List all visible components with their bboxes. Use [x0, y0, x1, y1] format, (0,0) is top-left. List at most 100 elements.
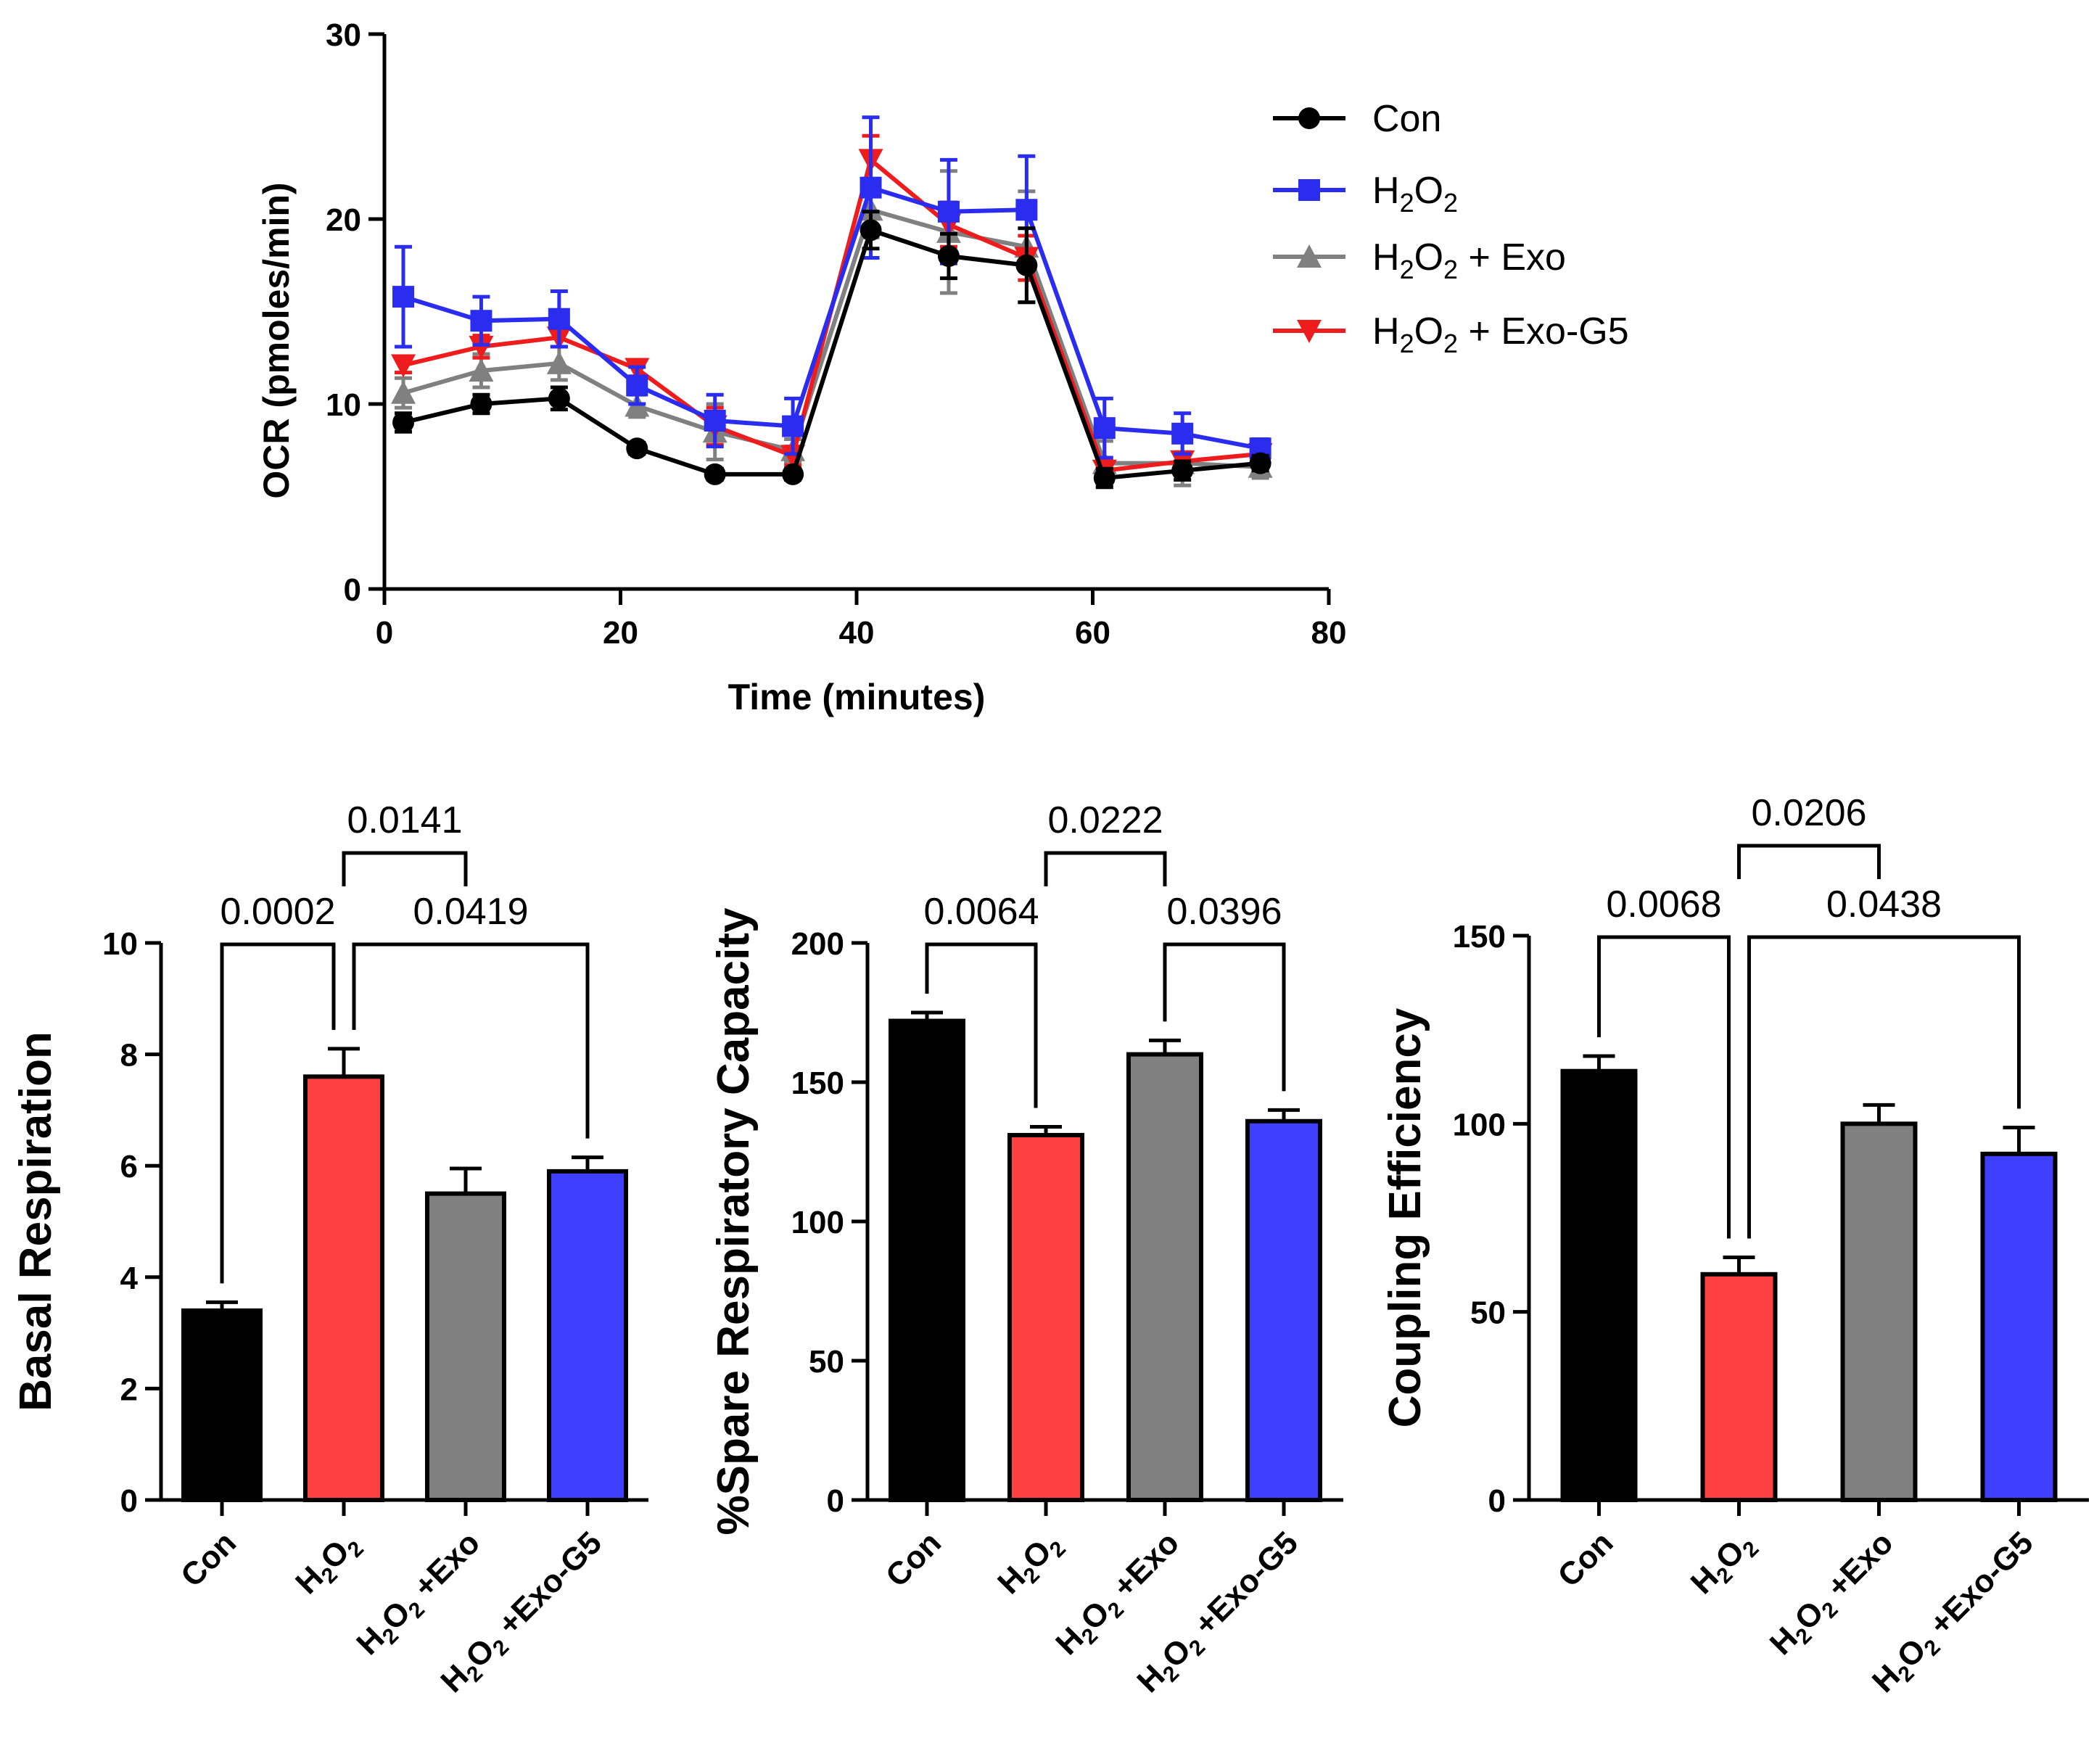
x-tick-label: H2O2: [991, 1525, 1071, 1604]
label-part: Con: [1372, 98, 1441, 140]
bar-h2o2-exo: [1126, 1052, 1203, 1502]
data-point: [626, 437, 648, 460]
y-axis-title: Basal Respiration: [11, 1031, 61, 1411]
y-tick-label: 150: [1453, 919, 1506, 955]
x-axis-title: Time (minutes): [728, 677, 986, 717]
p-value-label: 0.0141: [347, 799, 462, 841]
significance-bracket: [342, 851, 468, 886]
bar-h2o2: [1007, 1132, 1084, 1502]
label-part: +Exo-G5: [485, 1525, 609, 1648]
x-tick-label: 0: [376, 615, 393, 651]
label-part: Con: [879, 1525, 948, 1594]
series-line: [403, 207, 1261, 469]
p-value-label: 0.0002: [220, 891, 335, 933]
y-axis-title: OCR (pmoles/min): [256, 182, 297, 498]
y-tick-label: 50: [809, 1344, 844, 1380]
data-point: [937, 200, 960, 223]
legend-marker: [1298, 179, 1320, 201]
data-point: [937, 245, 960, 267]
data-point: [1249, 452, 1271, 474]
bar-h2o2-exo-g5: [547, 1169, 628, 1502]
p-value-label: 0.0222: [1047, 799, 1163, 841]
y-tick-label: 2: [120, 1372, 138, 1407]
significance-bracket: [1044, 851, 1167, 886]
bar-h2o2-exo: [425, 1191, 506, 1502]
x-tick-label: 40: [839, 615, 875, 651]
label-part: Con: [174, 1525, 243, 1594]
data-point: [860, 176, 882, 199]
y-tick-label: 150: [791, 1066, 844, 1101]
significance-bracket: [1747, 935, 2021, 1239]
legend-item-con: Con: [1273, 98, 1441, 140]
label-part: H: [1372, 236, 1400, 279]
label-part: +Exo: [401, 1525, 487, 1611]
y-tick-label: 10: [326, 387, 361, 423]
label-part: H: [1372, 310, 1400, 353]
significance-bracket: [1737, 844, 1881, 879]
data-point: [704, 409, 726, 432]
data-point: [392, 411, 415, 434]
bar-con: [889, 1018, 965, 1502]
data-point: [1093, 417, 1116, 440]
y-tick-label: 100: [1453, 1107, 1506, 1142]
p-value-label: 0.0396: [1166, 891, 1282, 933]
y-axis-title: Coupling Efficiency: [1380, 1007, 1430, 1427]
x-tick-label: 60: [1075, 615, 1110, 651]
label-part: O: [1414, 170, 1443, 212]
series-h2o2-exo: [391, 169, 1273, 487]
x-tick-label: H2O2 +Exo: [1763, 1525, 1904, 1665]
bar-h2o2-exo-g5: [1245, 1118, 1322, 1502]
y-tick-label: 100: [791, 1205, 844, 1240]
significance-bracket: [352, 942, 590, 1139]
legend-item-h2o2: H2O2: [1273, 170, 1458, 218]
data-point: [469, 335, 494, 359]
data-point: [391, 354, 416, 378]
label-part: +Exo: [1100, 1525, 1187, 1611]
bar-con: [1560, 1068, 1638, 1502]
data-point: [782, 415, 804, 437]
legend-label: Con: [1372, 98, 1441, 140]
p-value-label: 0.0438: [1826, 883, 1942, 926]
data-point: [704, 463, 726, 485]
series-h2o2: [392, 115, 1271, 460]
x-tick-label: H2O2: [1684, 1525, 1764, 1604]
data-point: [626, 374, 648, 397]
label-part: O: [1414, 236, 1443, 279]
series-con: [392, 210, 1271, 490]
x-tick-label: Con: [1551, 1525, 1620, 1594]
data-point: [548, 308, 570, 330]
legend-item-h2o2-exo: H2O2 + Exo: [1273, 236, 1566, 284]
subscript: 2: [1443, 188, 1458, 218]
ocr-line-chart: 0 20 40 60 80 0 10 20 30 Time (minutes) OCR (pmole…: [256, 17, 1629, 717]
label-part: Con: [1551, 1525, 1620, 1594]
legend-label: H2O2: [1372, 170, 1458, 218]
label-part: + Exo-G5: [1458, 310, 1629, 353]
spare-capacity-bar-chart: 0 50 100 150 200 %Spare Respiratory Capacity C…: [709, 799, 1343, 1699]
data-point: [1015, 254, 1038, 276]
label-part: H: [1372, 170, 1400, 212]
bar-h2o2-exo-g5: [1980, 1151, 2058, 1502]
p-value-label: 0.0068: [1606, 883, 1721, 926]
y-tick-label: 10: [102, 926, 138, 962]
data-point: [470, 393, 492, 415]
y-tick-label: 0: [120, 1483, 138, 1519]
legend-item-h2o2-exo-g5: H2O2 + Exo-G5: [1273, 310, 1629, 358]
x-tick-label: Con: [879, 1525, 948, 1594]
coupling-efficiency-bar-chart: 0 50 100 150 Coupling Efficiency Con H2O2H2O2 …: [1380, 792, 2089, 1699]
legend-marker: [1298, 107, 1320, 129]
y-tick-label: 20: [326, 202, 361, 238]
subscript: 2: [1400, 188, 1414, 218]
y-tick-label: 0: [344, 572, 361, 608]
data-point: [1093, 467, 1116, 489]
x-tick-label: H2O2: [289, 1525, 368, 1604]
y-tick-label: 30: [326, 17, 361, 53]
bar-h2o2: [1700, 1272, 1778, 1503]
subscript: 2: [1443, 329, 1458, 358]
legend-marker: [1297, 320, 1322, 343]
data-point: [469, 358, 494, 382]
significance-bracket: [1163, 942, 1286, 1092]
legend-label: H2O2 + Exo: [1372, 236, 1566, 284]
data-point: [1171, 422, 1194, 445]
legend-marker: [1297, 244, 1322, 268]
